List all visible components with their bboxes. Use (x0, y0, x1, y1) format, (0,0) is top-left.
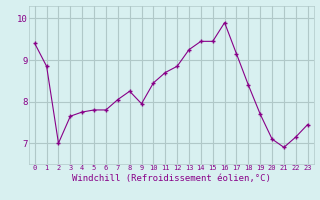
X-axis label: Windchill (Refroidissement éolien,°C): Windchill (Refroidissement éolien,°C) (72, 174, 271, 183)
